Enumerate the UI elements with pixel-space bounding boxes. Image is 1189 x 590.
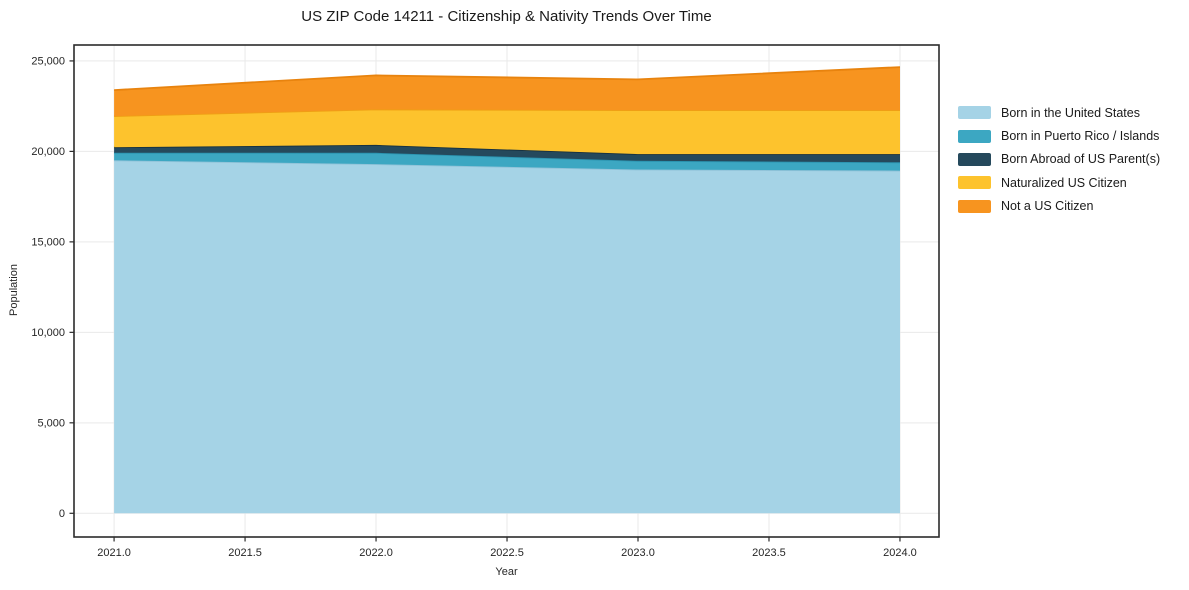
y-tick-label: 0 xyxy=(59,508,65,520)
chart-title: US ZIP Code 14211 - Citizenship & Nativi… xyxy=(301,8,712,25)
legend-item-naturalized-us-citizen: Naturalized US Citizen xyxy=(958,171,1160,194)
area-born-in-puerto-rico-islands xyxy=(114,152,901,171)
y-tick-label: 5,000 xyxy=(37,418,65,430)
legend: Born in the United States Born in Puerto … xyxy=(958,101,1160,218)
x-tick-label: 2022.0 xyxy=(359,547,393,559)
legend-swatch xyxy=(958,152,991,166)
area-naturalized-us-citizen xyxy=(114,109,901,155)
x-tick-label: 2023.5 xyxy=(752,547,786,559)
x-tick-label: 2021.5 xyxy=(228,547,262,559)
x-axis-label: Year xyxy=(495,566,518,578)
legend-item-not-a-us-citizen: Not a US Citizen xyxy=(958,195,1160,218)
area-born-in-the-united-states xyxy=(114,160,901,514)
legend-label: Born in the United States xyxy=(1001,105,1140,120)
legend-label: Not a US Citizen xyxy=(1001,199,1094,214)
area-born-abroad-of-us-parent-s xyxy=(114,144,901,163)
x-tick-label: 2024.0 xyxy=(883,547,917,559)
legend-swatch xyxy=(958,176,991,190)
x-tick-label: 2021.0 xyxy=(97,547,131,559)
legend-swatch xyxy=(958,129,991,143)
legend-label: Born Abroad of US Parent(s) xyxy=(1001,152,1161,167)
legend-item-born-abroad-of-us-parent-s: Born Abroad of US Parent(s) xyxy=(958,148,1160,171)
y-tick-label: 15,000 xyxy=(31,237,65,249)
y-tick-label: 10,000 xyxy=(31,327,65,339)
legend-swatch xyxy=(958,199,991,213)
legend-item-born-in-puerto-rico-islands: Born in Puerto Rico / Islands xyxy=(958,124,1160,147)
area-edge-not-a-us-citizen xyxy=(114,66,901,91)
y-tick-label: 25,000 xyxy=(31,56,65,68)
x-tick-label: 2023.0 xyxy=(621,547,655,559)
legend-label: Naturalized US Citizen xyxy=(1001,175,1127,190)
y-tick-label: 20,000 xyxy=(31,146,65,158)
legend-swatch xyxy=(958,106,991,120)
x-tick-label: 2022.5 xyxy=(490,547,524,559)
legend-label: Born in Puerto Rico / Islands xyxy=(1001,129,1160,144)
legend-item-born-in-the-united-states: Born in the United States xyxy=(958,101,1160,124)
